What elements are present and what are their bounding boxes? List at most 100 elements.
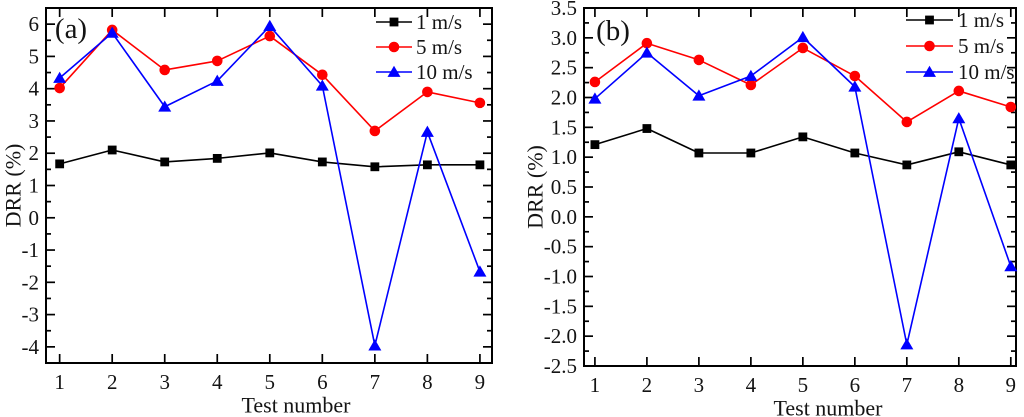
series-line <box>594 42 1012 123</box>
data-marker <box>953 85 965 97</box>
y-tick-label: 6 <box>29 12 40 36</box>
axis-ticks <box>46 8 492 363</box>
x-tick-label: 8 <box>422 370 433 394</box>
data-marker <box>53 71 67 83</box>
data-marker <box>369 125 381 137</box>
data-marker <box>1004 260 1018 272</box>
y-tick-label: -4 <box>22 335 40 359</box>
data-marker <box>368 339 382 351</box>
data-marker <box>55 159 65 169</box>
series-10m/s <box>588 30 1018 350</box>
data-marker <box>212 153 222 163</box>
legend-item-5m/s: 5 m/s <box>906 34 1004 58</box>
data-marker <box>589 76 601 88</box>
data-marker <box>158 100 172 112</box>
data-marker <box>640 46 654 58</box>
legend: 1 m/s5 m/s10 m/s <box>376 10 473 84</box>
y-tick-label: 1.5 <box>551 115 577 139</box>
data-marker <box>692 89 706 101</box>
chart-panel-a: 1 2 3 4 5 6 7 8 9 6 5 4 3 2 1 0 -1 -2 -3 -4 Test number DRR (… <box>1 7 493 417</box>
panel-letter: (b) <box>596 15 630 47</box>
y-tick-label: 5 <box>29 44 40 68</box>
x-tick-label: 5 <box>265 370 276 394</box>
y-tick-label: -2 <box>22 270 40 294</box>
y-tick-label: -1.5 <box>544 294 577 318</box>
data-marker <box>744 69 758 81</box>
x-tick-label: 4 <box>746 373 757 397</box>
data-marker <box>105 26 119 38</box>
y-axis-title: DRR (%) <box>523 145 548 229</box>
y-tick-label: 1.0 <box>551 145 577 169</box>
legend-label: 1 m/s <box>416 10 462 34</box>
data-marker <box>745 79 757 91</box>
data-marker <box>370 162 380 172</box>
data-marker <box>160 157 170 167</box>
y-tick-label: 3 <box>29 109 40 133</box>
y-tick-label: 3.5 <box>551 0 577 20</box>
plot-frame <box>583 7 1017 367</box>
series-line <box>594 36 1012 346</box>
data-marker <box>746 148 756 158</box>
x-tick-label: 6 <box>850 373 861 397</box>
x-tick-label: 2 <box>107 370 118 394</box>
data-marker <box>900 338 914 350</box>
x-tick-label: 9 <box>475 370 486 394</box>
chart-panel-b: 1 2 3 4 5 6 7 8 9 3.5 3.0 2.5 2.0 1.5 1.0 0.5 0.0 -0.5 -1.… <box>512 0 1024 417</box>
data-marker <box>211 55 223 67</box>
x-tick-label: 4 <box>212 370 223 394</box>
data-marker <box>422 86 433 98</box>
y-tick-label: -0.5 <box>544 235 577 259</box>
series-5m/s <box>54 24 486 137</box>
series-1m/s <box>590 124 1016 170</box>
data-marker <box>1006 160 1016 170</box>
data-marker <box>693 54 705 66</box>
data-marker <box>317 69 328 81</box>
data-marker <box>317 157 327 167</box>
legend-label: 5 m/s <box>958 34 1004 58</box>
data-marker <box>796 30 810 43</box>
x-axis-title: Test number <box>773 396 883 417</box>
panel-a-plot: 1 2 3 4 5 6 7 8 9 6 5 4 3 2 1 0 -1 -2 -3 -4 Test number DRR (… <box>1 7 493 417</box>
tick-labels: 1 2 3 4 5 6 7 8 9 3.5 3.0 2.5 2.0 1.5 1.0 0.5 0.0 -0.5 -1.… <box>544 0 1016 397</box>
y-tick-label: 4 <box>29 77 40 101</box>
data-marker <box>590 140 600 150</box>
y-tick-label: 0 <box>29 206 40 230</box>
data-marker <box>420 125 434 137</box>
series-10m/s <box>53 19 487 351</box>
series-1m/s <box>55 145 485 172</box>
x-tick-label: 6 <box>317 370 328 394</box>
data-marker <box>54 82 65 94</box>
tick-labels: 1 2 3 4 5 6 7 8 9 6 5 4 3 2 1 0 -1 -2 -3 -4 <box>22 12 486 394</box>
y-tick-label: -3 <box>22 303 40 327</box>
data-marker <box>315 79 329 91</box>
x-tick-label: 3 <box>694 373 705 397</box>
y-tick-label: -2.0 <box>544 324 577 348</box>
legend-marker <box>389 17 399 27</box>
data-marker <box>954 147 964 157</box>
data-marker <box>264 30 276 42</box>
y-tick-label: 0.0 <box>551 205 577 229</box>
data-marker <box>107 145 117 155</box>
legend-item-5m/s: 5 m/s <box>376 35 462 59</box>
legend-marker <box>925 15 934 25</box>
x-tick-label: 3 <box>159 370 170 394</box>
y-tick-label: -1 <box>22 238 40 262</box>
data-marker <box>850 148 860 158</box>
x-tick-label: 1 <box>590 373 601 397</box>
legend-marker <box>924 40 935 52</box>
data-marker <box>848 80 862 92</box>
y-tick-label: 0.5 <box>551 175 577 199</box>
legend-label: 10 m/s <box>958 60 1015 84</box>
data-marker <box>952 112 966 124</box>
data-marker <box>159 64 171 76</box>
data-marker <box>473 265 487 277</box>
x-tick-label: 7 <box>902 373 913 397</box>
panel-b-plot: 1 2 3 4 5 6 7 8 9 3.5 3.0 2.5 2.0 1.5 1.0 0.5 0.0 -0.5 -1.… <box>523 0 1018 417</box>
y-tick-label: 1 <box>29 174 40 198</box>
panel-letter: (a) <box>55 13 87 45</box>
data-marker <box>1005 101 1017 113</box>
y-tick-label: 2.5 <box>551 56 577 80</box>
data-marker <box>474 97 486 109</box>
x-tick-label: 5 <box>798 373 809 397</box>
y-tick-label: 2.0 <box>551 86 577 110</box>
